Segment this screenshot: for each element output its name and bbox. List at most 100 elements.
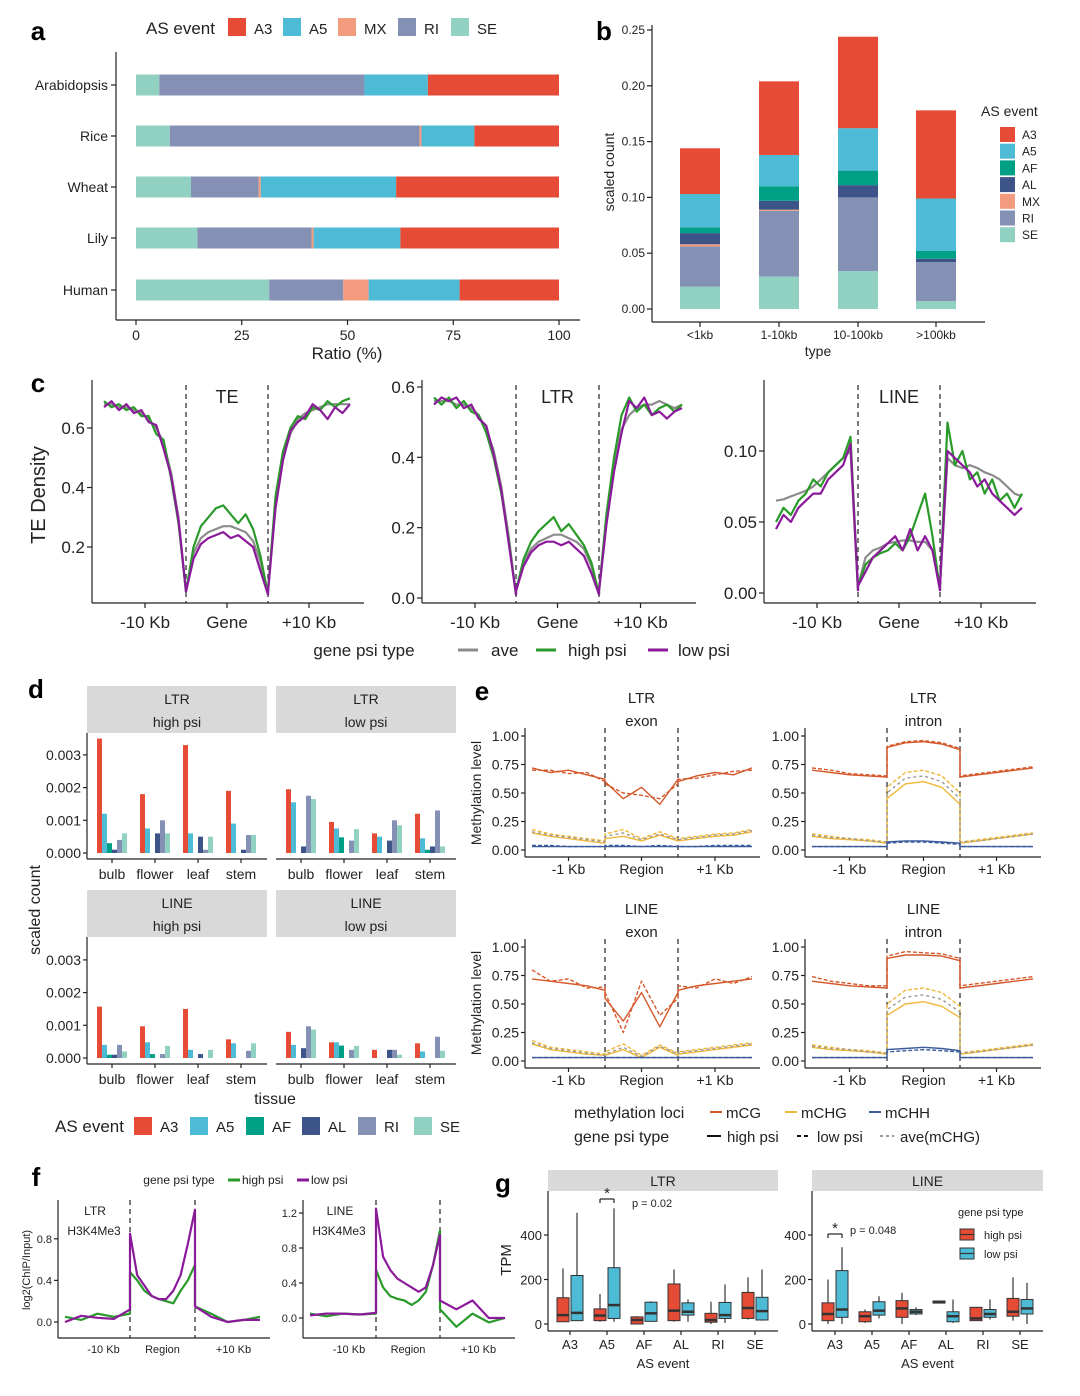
box-high-psi bbox=[556, 1297, 570, 1323]
x-tick-label: +10 Kb bbox=[282, 613, 336, 632]
bar-A5 bbox=[291, 802, 296, 853]
bar-A3 bbox=[916, 110, 956, 199]
y-tick-label: 0.50 bbox=[772, 785, 799, 801]
bar-A5 bbox=[334, 1042, 339, 1058]
y-tick-label: 0.25 bbox=[492, 1025, 519, 1041]
bar-RI bbox=[392, 820, 397, 853]
box-low-psi bbox=[570, 1274, 584, 1322]
facet-title: LINE bbox=[625, 901, 658, 918]
legend-title: gene psi type bbox=[313, 641, 414, 660]
legend-label: RI bbox=[424, 21, 439, 38]
legend-label: RI bbox=[1022, 212, 1034, 226]
bar-RI bbox=[203, 849, 208, 853]
box-high-psi bbox=[1006, 1297, 1020, 1317]
bar-MX bbox=[311, 227, 314, 249]
line-ave bbox=[104, 403, 350, 596]
legend-swatch-A3 bbox=[228, 18, 246, 36]
legend-swatch-AF bbox=[246, 1117, 264, 1135]
box-low-psi bbox=[755, 1296, 769, 1321]
bar-A5 bbox=[377, 836, 382, 853]
facet-strip bbox=[87, 686, 267, 733]
x-tick-label: RI bbox=[977, 1337, 990, 1352]
line-mCG-highpsi bbox=[811, 954, 1034, 989]
legend-label: low psi bbox=[311, 1173, 348, 1187]
y-tick-label: 0.2 bbox=[61, 538, 85, 557]
facet-subtitle: intron bbox=[905, 924, 943, 941]
facet-subtitle: H3K4Me3 bbox=[312, 1224, 366, 1238]
y-tick-label: 0.000 bbox=[46, 1050, 81, 1066]
line-low-psi bbox=[433, 396, 683, 596]
bar-A3 bbox=[372, 1049, 377, 1058]
line-high-psi bbox=[309, 1229, 506, 1328]
line-low-psi bbox=[775, 442, 1023, 592]
y-axis-title: scaled count bbox=[27, 865, 44, 955]
legend-label: mCHH bbox=[885, 1105, 930, 1122]
y-tick-label: 0.4 bbox=[37, 1275, 52, 1287]
line-mCHG-avemCHG bbox=[531, 1042, 753, 1058]
bar-RI bbox=[306, 1026, 311, 1058]
legend-swatch-AF bbox=[1000, 160, 1015, 176]
legend-swatch-A5 bbox=[283, 18, 301, 36]
x-axis-title: Ratio (%) bbox=[312, 344, 383, 363]
y-tick-label: 0.002 bbox=[46, 780, 81, 796]
x-tick-label: Region bbox=[145, 1344, 180, 1356]
legend-swatch-RI bbox=[1000, 210, 1015, 226]
line-low-psi bbox=[309, 1207, 505, 1320]
line-mCG-lowpsi bbox=[811, 739, 1034, 777]
bar-SE bbox=[397, 1054, 402, 1058]
y-tick-label: 0 bbox=[799, 1317, 806, 1332]
facet-subtitle: high psi bbox=[153, 714, 201, 730]
bar-RI bbox=[159, 74, 365, 96]
bar-AL bbox=[387, 840, 392, 853]
facet-strip bbox=[276, 686, 456, 733]
bar-A5 bbox=[364, 74, 428, 96]
y-tick-label: 0.8 bbox=[37, 1234, 52, 1246]
y-tick-label: 0.00 bbox=[492, 1053, 519, 1069]
x-tick-label: stem bbox=[415, 866, 445, 882]
category-label: Rice bbox=[80, 128, 108, 144]
y-tick-label: 0.75 bbox=[772, 757, 799, 773]
bar-AL bbox=[680, 233, 720, 245]
bar-SE bbox=[440, 846, 445, 853]
p-value-label: p = 0.048 bbox=[850, 1225, 896, 1237]
line-mCHG-highpsi bbox=[811, 1001, 1034, 1055]
y-tick-label: 0.00 bbox=[724, 584, 757, 603]
bar-A5 bbox=[231, 823, 236, 853]
bar-SE bbox=[251, 1043, 256, 1058]
bar-A3 bbox=[427, 74, 559, 96]
bar-A5 bbox=[916, 198, 956, 251]
x-tick-label: leaf bbox=[376, 1071, 399, 1087]
facet-subtitle: exon bbox=[625, 713, 658, 730]
y-tick-label: 0.4 bbox=[61, 479, 85, 498]
bar-A3 bbox=[329, 1042, 334, 1058]
bar-AL bbox=[838, 185, 878, 198]
x-tick-label: >100kb bbox=[916, 328, 956, 342]
x-tick-label: 50 bbox=[340, 327, 356, 343]
panel-label: a bbox=[31, 16, 46, 46]
bar-AL bbox=[301, 846, 306, 853]
facet-title: LTR bbox=[910, 690, 937, 707]
y-tick-label: 0.75 bbox=[772, 968, 799, 984]
y-tick-label: 0.6 bbox=[391, 378, 415, 397]
y-tick-label: 0.4 bbox=[391, 448, 415, 467]
bar-MX bbox=[759, 209, 799, 211]
bar-SE bbox=[122, 1051, 127, 1058]
facet-strip bbox=[276, 890, 456, 937]
legend-swatch-A3 bbox=[134, 1117, 152, 1135]
legend-label: ave(mCHG) bbox=[900, 1129, 980, 1146]
line-mCG-highpsi bbox=[811, 741, 1034, 778]
bar-A3 bbox=[97, 738, 102, 853]
bar-A5 bbox=[420, 1051, 425, 1058]
bar-A3 bbox=[396, 176, 559, 198]
y-tick-label: 0.4 bbox=[282, 1278, 297, 1290]
bar-SE bbox=[311, 799, 316, 853]
y-tick-label: 0.25 bbox=[492, 814, 519, 830]
legend-title: methylation loci bbox=[574, 1105, 684, 1122]
x-axis-title: type bbox=[805, 343, 832, 359]
y-tick-label: 1.00 bbox=[492, 939, 519, 955]
y-tick-label: 0.00 bbox=[492, 842, 519, 858]
y-tick-label: 0.10 bbox=[724, 442, 757, 461]
bar-A3 bbox=[97, 1006, 102, 1058]
y-tick-label: 0.001 bbox=[46, 1017, 81, 1033]
y-tick-label: 0.05 bbox=[622, 246, 646, 260]
